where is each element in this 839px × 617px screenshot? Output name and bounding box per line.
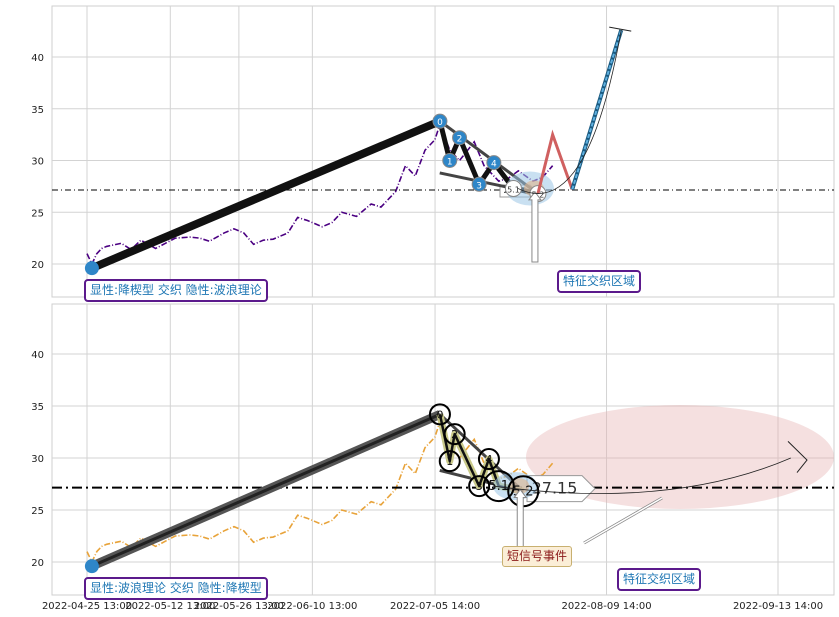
bottom-wave-marker bbox=[468, 475, 491, 498]
x-tick-label: 2022-06-10 13:00 bbox=[267, 601, 357, 612]
projection-tick bbox=[609, 26, 632, 32]
bottom-feature-box: 特征交织区域 bbox=[617, 568, 702, 591]
bottom-start-marker bbox=[84, 559, 99, 574]
bottom-wave-label: 0 bbox=[436, 408, 443, 421]
bottom-signal-box: 短信号事件 bbox=[502, 546, 573, 567]
bottom-ytick: 30 bbox=[31, 454, 44, 465]
projection-red bbox=[536, 129, 574, 194]
bottom-wave-label: 4 bbox=[485, 453, 492, 466]
x-tick-label: 2022-08-09 14:00 bbox=[561, 601, 651, 612]
top-wave-label: 1 bbox=[447, 158, 453, 168]
top-start-marker bbox=[84, 261, 99, 276]
top-wave-marker bbox=[471, 176, 487, 192]
bottom-ytick: 20 bbox=[31, 558, 44, 569]
x-tick-label: 2022-05-26 13:00 bbox=[194, 601, 284, 612]
bottom-pattern-box: 显性:波浪理论 交织 隐性:降楔型 bbox=[84, 577, 268, 600]
top-gridlines bbox=[52, 6, 834, 297]
bottom-ytick: 35 bbox=[31, 402, 44, 413]
top-feature-box: 特征交织区域 bbox=[557, 270, 642, 293]
top-feature-arrow bbox=[527, 190, 542, 263]
top-wave-label: 0 bbox=[437, 118, 443, 128]
bottom-trend-core bbox=[91, 412, 441, 568]
bottom-ytick: 25 bbox=[31, 506, 44, 517]
top-wave-marker bbox=[452, 130, 468, 146]
y-tick-labels: 20 25 30 35 40 20 25 30 35 40 bbox=[31, 53, 44, 569]
x-tick-label: 2022-07-05 14:00 bbox=[390, 601, 480, 612]
x-tick-label: 2022-05-12 13:00 bbox=[125, 601, 215, 612]
bottom-highlight-ellipse bbox=[526, 405, 834, 509]
top-panel-frame bbox=[51, 5, 835, 298]
signal-arrow bbox=[583, 497, 663, 544]
bottom-ytick: 40 bbox=[31, 350, 44, 361]
bottom-wave-marker bbox=[443, 423, 466, 446]
bottom-wave-label: 1 bbox=[446, 455, 453, 468]
top-trend-line bbox=[90, 117, 442, 272]
bottom-projection-curve bbox=[493, 457, 791, 494]
bottom-wave-marker bbox=[477, 448, 500, 471]
bottom-projection-tick bbox=[787, 441, 808, 473]
top-pattern-box: 显性:降楔型 交织 隐性:波浪理论 bbox=[84, 279, 268, 302]
x-tick-label: 2022-09-13 14:00 bbox=[733, 601, 823, 612]
top-wave-marker bbox=[432, 113, 448, 129]
projection-curve bbox=[517, 30, 622, 194]
top-wave-label: 3 bbox=[476, 181, 482, 191]
top-wave-marker bbox=[442, 153, 458, 168]
bottom-wave-label: 2 bbox=[451, 428, 458, 441]
top-wave-label: 4 bbox=[491, 160, 497, 170]
bottom-wave-marker bbox=[428, 403, 451, 426]
bottom-gridlines bbox=[52, 304, 834, 595]
top-wave-label: 2 bbox=[457, 135, 463, 145]
top-ytick: 25 bbox=[31, 208, 44, 219]
top-ytick: 40 bbox=[31, 53, 44, 64]
bottom-wave-marker bbox=[482, 470, 515, 503]
top-ytick: 35 bbox=[31, 105, 44, 116]
top-wave-marker bbox=[486, 155, 502, 171]
top-ytick: 30 bbox=[31, 157, 44, 168]
top-wave-marker bbox=[504, 179, 522, 197]
bottom-panel-frame bbox=[51, 303, 835, 596]
top-ytick: 20 bbox=[31, 260, 44, 271]
top-wave-label: 5.1 bbox=[507, 185, 520, 194]
x-tick-label: 2022-04-25 13:00 bbox=[42, 601, 132, 612]
bottom-wave-marker bbox=[438, 450, 461, 473]
bottom-wave-label: 3 bbox=[476, 480, 483, 493]
